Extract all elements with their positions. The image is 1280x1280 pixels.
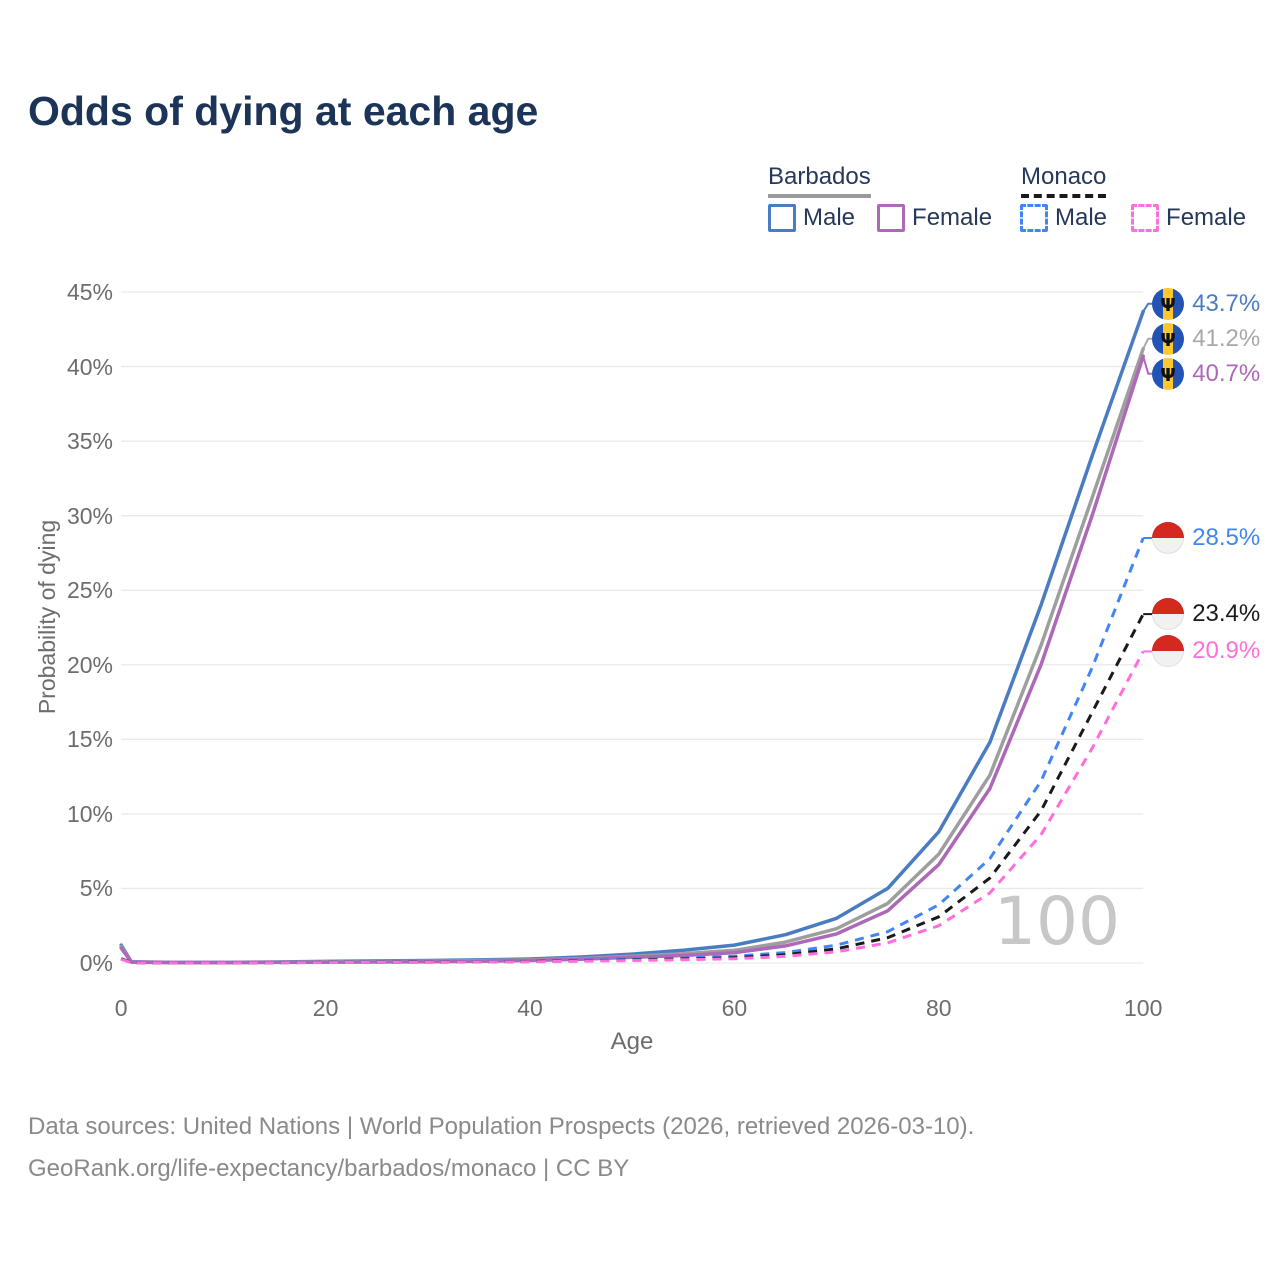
monaco-flag-icon [1152, 598, 1185, 631]
svg-text:Ψ: Ψ [1161, 330, 1176, 351]
end-label-value: 43.7% [1192, 289, 1261, 317]
legend-item-label: Female [912, 204, 993, 231]
x-axis-title: Age [610, 1028, 654, 1055]
y-tick-label: 15% [66, 726, 113, 753]
footer-attribution-line: GeoRank.org/life-expectancy/barbados/mon… [28, 1155, 630, 1182]
legend-item-barbados-male[interactable]: Male [768, 204, 855, 232]
legend-item-label: Male [803, 204, 856, 231]
legend-items-monaco: Male Female [1020, 204, 1246, 232]
legend-header-monaco[interactable]: Monaco [1021, 163, 1107, 198]
legend-item-monaco-male[interactable]: Male [1020, 204, 1107, 232]
footer-sources-line: Data sources: United Nations | World Pop… [28, 1113, 975, 1140]
end-label-connector [1142, 337, 1153, 350]
x-tick-label: 40 [517, 995, 543, 1021]
y-tick-label: 25% [66, 577, 113, 604]
end-label-value: 40.7% [1192, 359, 1261, 387]
monaco-male-swatch-icon [1020, 204, 1048, 232]
legend-item-label: Female [1166, 204, 1247, 231]
x-tick-label: 80 [926, 995, 952, 1021]
curve-barbados-female[interactable] [119, 354, 1145, 965]
footer: Data sources: United Nations | World Pop… [28, 1106, 974, 1190]
page-title: Odds of dying at each age [28, 88, 539, 134]
curve-monaco-male[interactable] [120, 537, 1145, 965]
legend-item-barbados-female[interactable]: Female [877, 204, 992, 232]
y-tick-label: 35% [66, 428, 113, 455]
end-label-connector [1142, 302, 1153, 312]
end-label-connector [1142, 355, 1153, 375]
svg-text:Ψ: Ψ [1161, 365, 1176, 386]
monaco-flag-icon [1152, 522, 1185, 555]
x-tick-label: 100 [1124, 995, 1163, 1021]
end-label-barbados-female[interactable]: Ψ 40.7% [1152, 357, 1261, 390]
end-label-value: 28.5% [1192, 524, 1261, 552]
monaco-flag-icon [1152, 635, 1185, 668]
y-tick-label: 45% [66, 279, 113, 305]
age-counter-watermark: 100 [994, 883, 1120, 960]
legend-items-barbados: Male Female [768, 204, 992, 232]
curve-barbados-male[interactable] [119, 309, 1145, 965]
barbados-flag-icon: Ψ [1152, 287, 1185, 320]
x-tick-label: 0 [114, 995, 128, 1021]
end-label-value: 23.4% [1192, 600, 1261, 628]
monaco-female-swatch-icon [1131, 204, 1160, 232]
curve-monaco-female[interactable] [120, 650, 1145, 965]
end-label-barbados-both-sexes[interactable]: Ψ 41.2% [1152, 322, 1261, 355]
barbados-female-swatch-icon [877, 204, 906, 232]
y-tick-label: 40% [66, 353, 113, 380]
y-tick-label: 5% [79, 875, 113, 902]
svg-text:Ψ: Ψ [1161, 295, 1176, 316]
legend-item-monaco-female[interactable]: Female [1131, 204, 1246, 232]
x-tick-label: 20 [312, 995, 339, 1021]
legend-group-barbados: Barbados [768, 163, 871, 198]
end-label-value: 41.2% [1192, 324, 1261, 352]
x-tick-label: 60 [721, 995, 748, 1021]
y-tick-label: 20% [66, 651, 113, 678]
legend-item-label: Male [1055, 204, 1108, 231]
end-label-monaco-male[interactable]: 28.5% [1152, 522, 1261, 555]
barbados-flag-icon: Ψ [1152, 322, 1185, 355]
y-tick-label: 0% [79, 950, 113, 976]
legend-header-barbados[interactable]: Barbados [768, 163, 871, 198]
y-tick-label: 30% [66, 502, 113, 529]
end-label-barbados-male[interactable]: Ψ 43.7% [1152, 287, 1261, 320]
end-label-monaco-both-sexes[interactable]: 23.4% [1152, 598, 1261, 631]
barbados-flag-icon: Ψ [1152, 357, 1185, 390]
end-label-monaco-female[interactable]: 20.9% [1152, 635, 1261, 668]
end-label-value: 20.9% [1192, 637, 1261, 665]
y-tick-label: 10% [66, 800, 113, 827]
legend-group-monaco: Monaco [1021, 163, 1107, 198]
barbados-male-swatch-icon [768, 204, 796, 232]
